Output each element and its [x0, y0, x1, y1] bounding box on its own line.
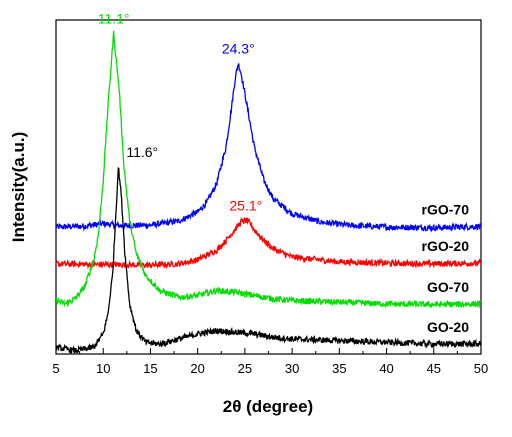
x-tick-label: 40 [379, 361, 393, 376]
series-label-go-70: GO-70 [427, 279, 469, 295]
series-line-go-20 [55, 167, 482, 355]
x-tick-label: 15 [143, 361, 157, 376]
peak-label: 11.1° [98, 10, 130, 26]
peak-annotations: 11.1° 24.3° 11.6° 25.1° [98, 10, 263, 213]
series-layer [55, 30, 482, 355]
series-label-rgo-20: rGO-20 [422, 238, 470, 254]
x-tick-label: 10 [96, 361, 110, 376]
series-label-rgo-70: rGO-70 [422, 201, 470, 217]
series-label-go-20: GO-20 [427, 319, 469, 335]
plot-area: 5 10 15 20 25 30 35 40 45 50 11.1° 24.3° 11.6° 25.1°… [52, 10, 488, 376]
peak-label: 24.3° [222, 40, 255, 56]
x-tick-label: 30 [285, 361, 299, 376]
x-tick-label: 5 [52, 361, 59, 376]
x-axis-title: 2θ (degree) [223, 397, 313, 416]
y-axis-title: Intensity(a.u.) [9, 132, 28, 243]
x-tick-label: 50 [474, 361, 488, 376]
x-tick-label: 25 [238, 361, 252, 376]
series-line-rgo-20 [55, 216, 482, 270]
x-tick-label: 20 [190, 361, 204, 376]
x-tick-label: 35 [332, 361, 346, 376]
peak-label: 11.6° [126, 144, 158, 160]
series-line-rgo-70 [55, 63, 482, 233]
series-labels: rGO-70 rGO-20 GO-70 GO-20 [422, 201, 470, 335]
series-line-go-70 [55, 30, 482, 309]
x-tick-label: 45 [427, 361, 441, 376]
peak-label: 25.1° [229, 197, 262, 213]
x-axis-ticks: 5 10 15 20 25 30 35 40 45 50 [52, 348, 488, 376]
